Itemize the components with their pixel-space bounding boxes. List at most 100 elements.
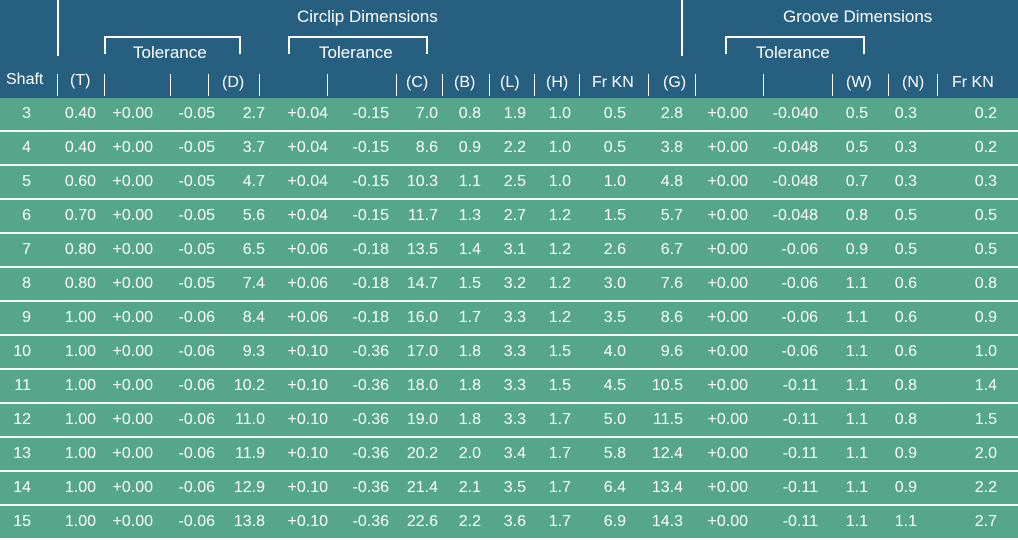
cell-w: 0.9: [845, 241, 868, 258]
cell-w: 1.1: [845, 377, 868, 394]
cell-n: 0.6: [894, 309, 917, 326]
cell-w: 0.7: [845, 173, 868, 190]
cell-dp: +0.06: [287, 275, 328, 292]
table-row: 5 0.60 +0.00 -0.05 4.7 +0.04 -0.15 10.3 1.1 2.5 1.…: [0, 166, 1018, 200]
cell-t: 1.00: [64, 411, 96, 428]
col-sep: [327, 74, 328, 96]
cell-dm: -0.36: [352, 513, 389, 530]
cell-t: 0.80: [64, 275, 96, 292]
table-row: 12 1.00 +0.00 -0.06 11.0 +0.10 -0.36 19.0 1.8 3.3…: [0, 404, 1018, 438]
cell-w: 1.1: [845, 445, 868, 462]
cell-gm: -0.11: [782, 513, 818, 530]
col-sep: [832, 74, 833, 96]
cell-shaft: 6: [22, 207, 31, 224]
cell-dp: +0.04: [287, 105, 328, 122]
cell-g: 13.4: [651, 479, 683, 496]
col-n: (N): [902, 74, 925, 91]
cell-fr2: 2.0: [974, 445, 997, 462]
col-sep: [489, 74, 490, 96]
cell-h: 1.0: [548, 139, 571, 156]
cell-g: 10.5: [651, 377, 683, 394]
cell-gp: +0.00: [707, 445, 748, 462]
cell-h: 1.2: [548, 275, 571, 292]
cell-d: 2.7: [242, 105, 265, 122]
cell-d: 7.4: [242, 275, 265, 292]
cell-dm: -0.15: [352, 139, 389, 156]
cell-tp: +0.00: [112, 411, 153, 428]
cell-tp: +0.00: [112, 275, 153, 292]
table-row: 7 0.80 +0.00 -0.05 6.5 +0.06 -0.18 13.5 1.4 3.1 1.…: [0, 234, 1018, 268]
cell-t: 0.70: [64, 207, 96, 224]
cell-gm: -0.048: [772, 139, 818, 156]
cell-b: 1.8: [458, 411, 481, 428]
cell-dp: +0.04: [287, 139, 328, 156]
table-row: 10 1.00 +0.00 -0.06 9.3 +0.10 -0.36 17.0 1.8 3.3 1…: [0, 336, 1018, 370]
cell-shaft: 11: [14, 377, 31, 394]
header-divider-mid: [681, 0, 683, 56]
cell-l: 3.3: [503, 377, 526, 394]
cell-w: 0.5: [845, 105, 868, 122]
cell-gp: +0.00: [707, 275, 748, 292]
cell-fr2: 1.4: [974, 377, 997, 394]
cell-l: 3.1: [503, 241, 526, 258]
cell-dm: -0.18: [352, 275, 389, 292]
tolerance-bracket-2-right: [426, 36, 428, 54]
cell-h: 1.2: [548, 309, 571, 326]
cell-dm: -0.18: [352, 309, 389, 326]
col-sep: [170, 74, 171, 96]
cell-t: 0.60: [64, 173, 96, 190]
cell-c: 16.0: [406, 309, 438, 326]
cell-tm: -0.06: [178, 445, 215, 462]
cell-gm: -0.11: [782, 377, 818, 394]
table-row: 3 0.40 +0.00 -0.05 2.7 +0.04 -0.15 7.0 0.8 1.9 1.0…: [0, 98, 1018, 132]
cell-c: 10.3: [406, 173, 438, 190]
cell-tm: -0.05: [178, 105, 215, 122]
cell-t: 1.00: [64, 445, 96, 462]
cell-fr2: 0.8: [974, 275, 997, 292]
cell-dp: +0.04: [287, 207, 328, 224]
col-fr-kn-2: Fr KN: [952, 74, 994, 91]
cell-dm: -0.18: [352, 241, 389, 258]
cell-w: 1.1: [845, 513, 868, 530]
tolerance-label-3: Tolerance: [756, 43, 830, 62]
cell-l: 3.3: [503, 343, 526, 360]
cell-gp: +0.00: [707, 139, 748, 156]
cell-fr2: 0.5: [974, 241, 997, 258]
table-row: 14 1.00 +0.00 -0.06 12.9 +0.10 -0.36 21.4 2.1 3.5…: [0, 472, 1018, 506]
cell-shaft: 3: [22, 105, 31, 122]
cell-n: 0.6: [894, 275, 917, 292]
cell-l: 3.2: [503, 275, 526, 292]
cell-tm: -0.06: [178, 309, 215, 326]
col-g: (G): [663, 74, 687, 91]
cell-tm: -0.05: [178, 241, 215, 258]
cell-fr1: 3.0: [603, 275, 626, 292]
cell-t: 0.40: [64, 105, 96, 122]
cell-c: 11.7: [408, 207, 438, 224]
cell-tm: -0.06: [178, 479, 215, 496]
cell-n: 0.8: [894, 377, 917, 394]
cell-h: 1.5: [548, 377, 571, 394]
cell-t: 1.00: [64, 513, 96, 530]
cell-n: 0.6: [894, 343, 917, 360]
cell-gm: -0.048: [772, 207, 818, 224]
cell-gp: +0.00: [707, 479, 748, 496]
cell-gp: +0.00: [707, 377, 748, 394]
cell-c: 17.0: [406, 343, 438, 360]
cell-n: 0.3: [894, 105, 917, 122]
cell-dp: +0.10: [287, 411, 328, 428]
cell-d: 11.9: [235, 445, 265, 462]
cell-dm: -0.36: [352, 343, 389, 360]
cell-g: 9.6: [660, 343, 683, 360]
cell-h: 1.2: [548, 241, 571, 258]
cell-b: 1.8: [458, 343, 481, 360]
col-sep: [442, 74, 443, 96]
cell-t: 0.40: [64, 139, 96, 156]
col-w: (W): [846, 74, 872, 91]
cell-g: 8.6: [660, 309, 683, 326]
cell-c: 8.6: [415, 139, 438, 156]
cell-g: 3.8: [660, 139, 683, 156]
cell-dp: +0.06: [287, 309, 328, 326]
cell-gm: -0.06: [781, 309, 818, 326]
cell-l: 2.7: [503, 207, 526, 224]
cell-tp: +0.00: [112, 207, 153, 224]
